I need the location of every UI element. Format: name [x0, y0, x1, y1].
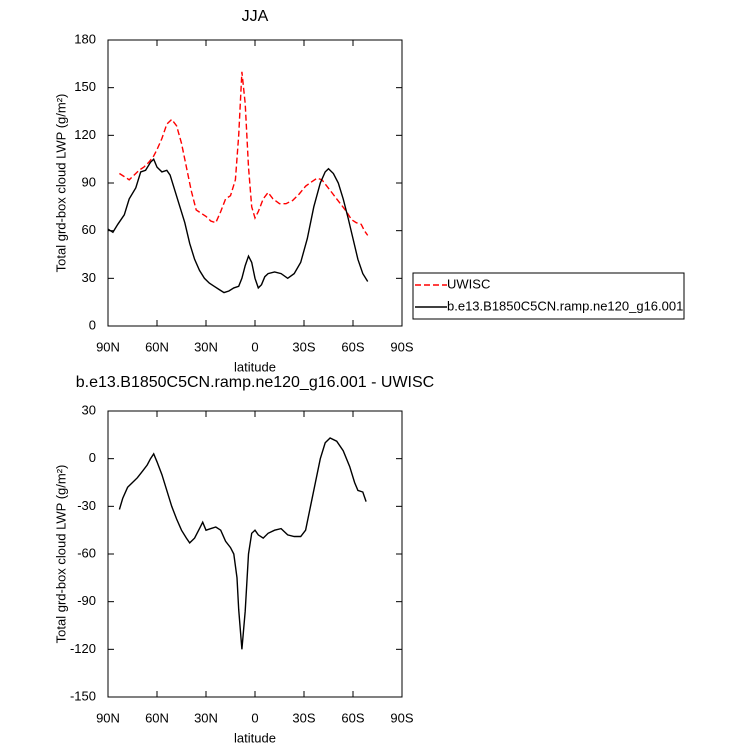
- legend-label: b.e13.B1850C5CN.ramp.ne120_g16.001: [447, 298, 683, 313]
- y-tick-label: 150: [74, 79, 96, 94]
- chart-title: JJA: [242, 8, 269, 25]
- y-tick-label: 60: [82, 222, 96, 237]
- data-line: [118, 437, 367, 650]
- legend-label: UWISC: [447, 276, 490, 291]
- y-tick-label: -30: [77, 498, 96, 513]
- chart-title: b.e13.B1850C5CN.ramp.ne120_g16.001 - UWI…: [76, 374, 434, 391]
- y-tick-label: 120: [74, 127, 96, 142]
- x-tick-label: 60N: [145, 339, 169, 354]
- x-tick-label: 60S: [341, 710, 364, 725]
- plot-frame: [107, 410, 403, 698]
- y-tick-label: -90: [77, 593, 96, 608]
- y-tick-label: 30: [82, 402, 96, 417]
- x-axis-title: latitude: [234, 359, 276, 374]
- x-tick-label: 60S: [341, 339, 364, 354]
- x-tick-label: 30S: [292, 710, 315, 725]
- data-line: [119, 71, 369, 236]
- y-tick-label: 180: [74, 31, 96, 46]
- y-axis-title: Total grd-box cloud LWP (g/m²): [53, 94, 68, 273]
- y-tick-label: -150: [70, 688, 96, 703]
- x-tick-label: 90N: [96, 339, 120, 354]
- x-tick-label: 90N: [96, 710, 120, 725]
- x-tick-label: 30S: [292, 339, 315, 354]
- y-tick-label: 0: [89, 317, 96, 332]
- y-tick-label: -60: [77, 545, 96, 560]
- x-axis-title: latitude: [234, 730, 276, 745]
- y-tick-label: -120: [70, 641, 96, 656]
- x-tick-label: 30N: [194, 339, 218, 354]
- x-tick-label: 90S: [390, 710, 413, 725]
- x-tick-label: 30N: [194, 710, 218, 725]
- data-line: [107, 157, 369, 294]
- x-tick-label: 0: [251, 710, 258, 725]
- x-tick-label: 0: [251, 339, 258, 354]
- x-tick-label: 90S: [390, 339, 413, 354]
- y-tick-label: 0: [89, 450, 96, 465]
- y-axis-title: Total grd-box cloud LWP (g/m²): [53, 465, 68, 644]
- legend-box: [412, 272, 685, 320]
- y-tick-label: 30: [82, 270, 96, 285]
- plot-frame: [107, 39, 403, 327]
- x-tick-label: 60N: [145, 710, 169, 725]
- y-tick-label: 90: [82, 174, 96, 189]
